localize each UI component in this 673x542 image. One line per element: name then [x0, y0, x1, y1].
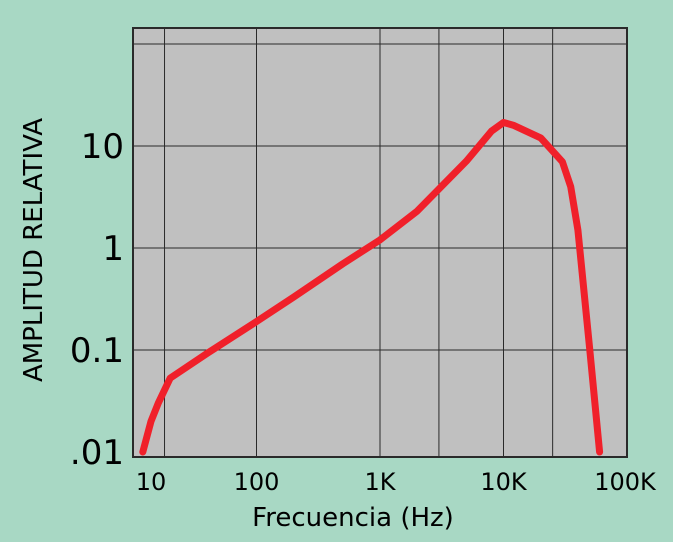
x-tick-label: 1K	[364, 468, 396, 496]
x-tick-labels: 10 100 1K 10K 100K	[136, 468, 657, 496]
y-tick-labels: .01 0.1 1 10	[70, 127, 124, 473]
x-tick-label: 100	[234, 468, 280, 496]
x-tick-label: 100K	[594, 468, 657, 496]
x-axis-label: Frecuencia (Hz)	[252, 503, 454, 533]
series-line	[139, 119, 604, 456]
x-tick-label: 10K	[480, 468, 528, 496]
y-tick-label: 10	[81, 127, 124, 167]
y-tick-label: .01	[70, 433, 124, 473]
y-tick-label: 0.1	[70, 331, 124, 371]
y-axis-label: AMPLITUD RELATIVA	[19, 118, 49, 382]
x-tick-label: 10	[136, 468, 167, 496]
y-tick-label: 1	[102, 229, 124, 269]
